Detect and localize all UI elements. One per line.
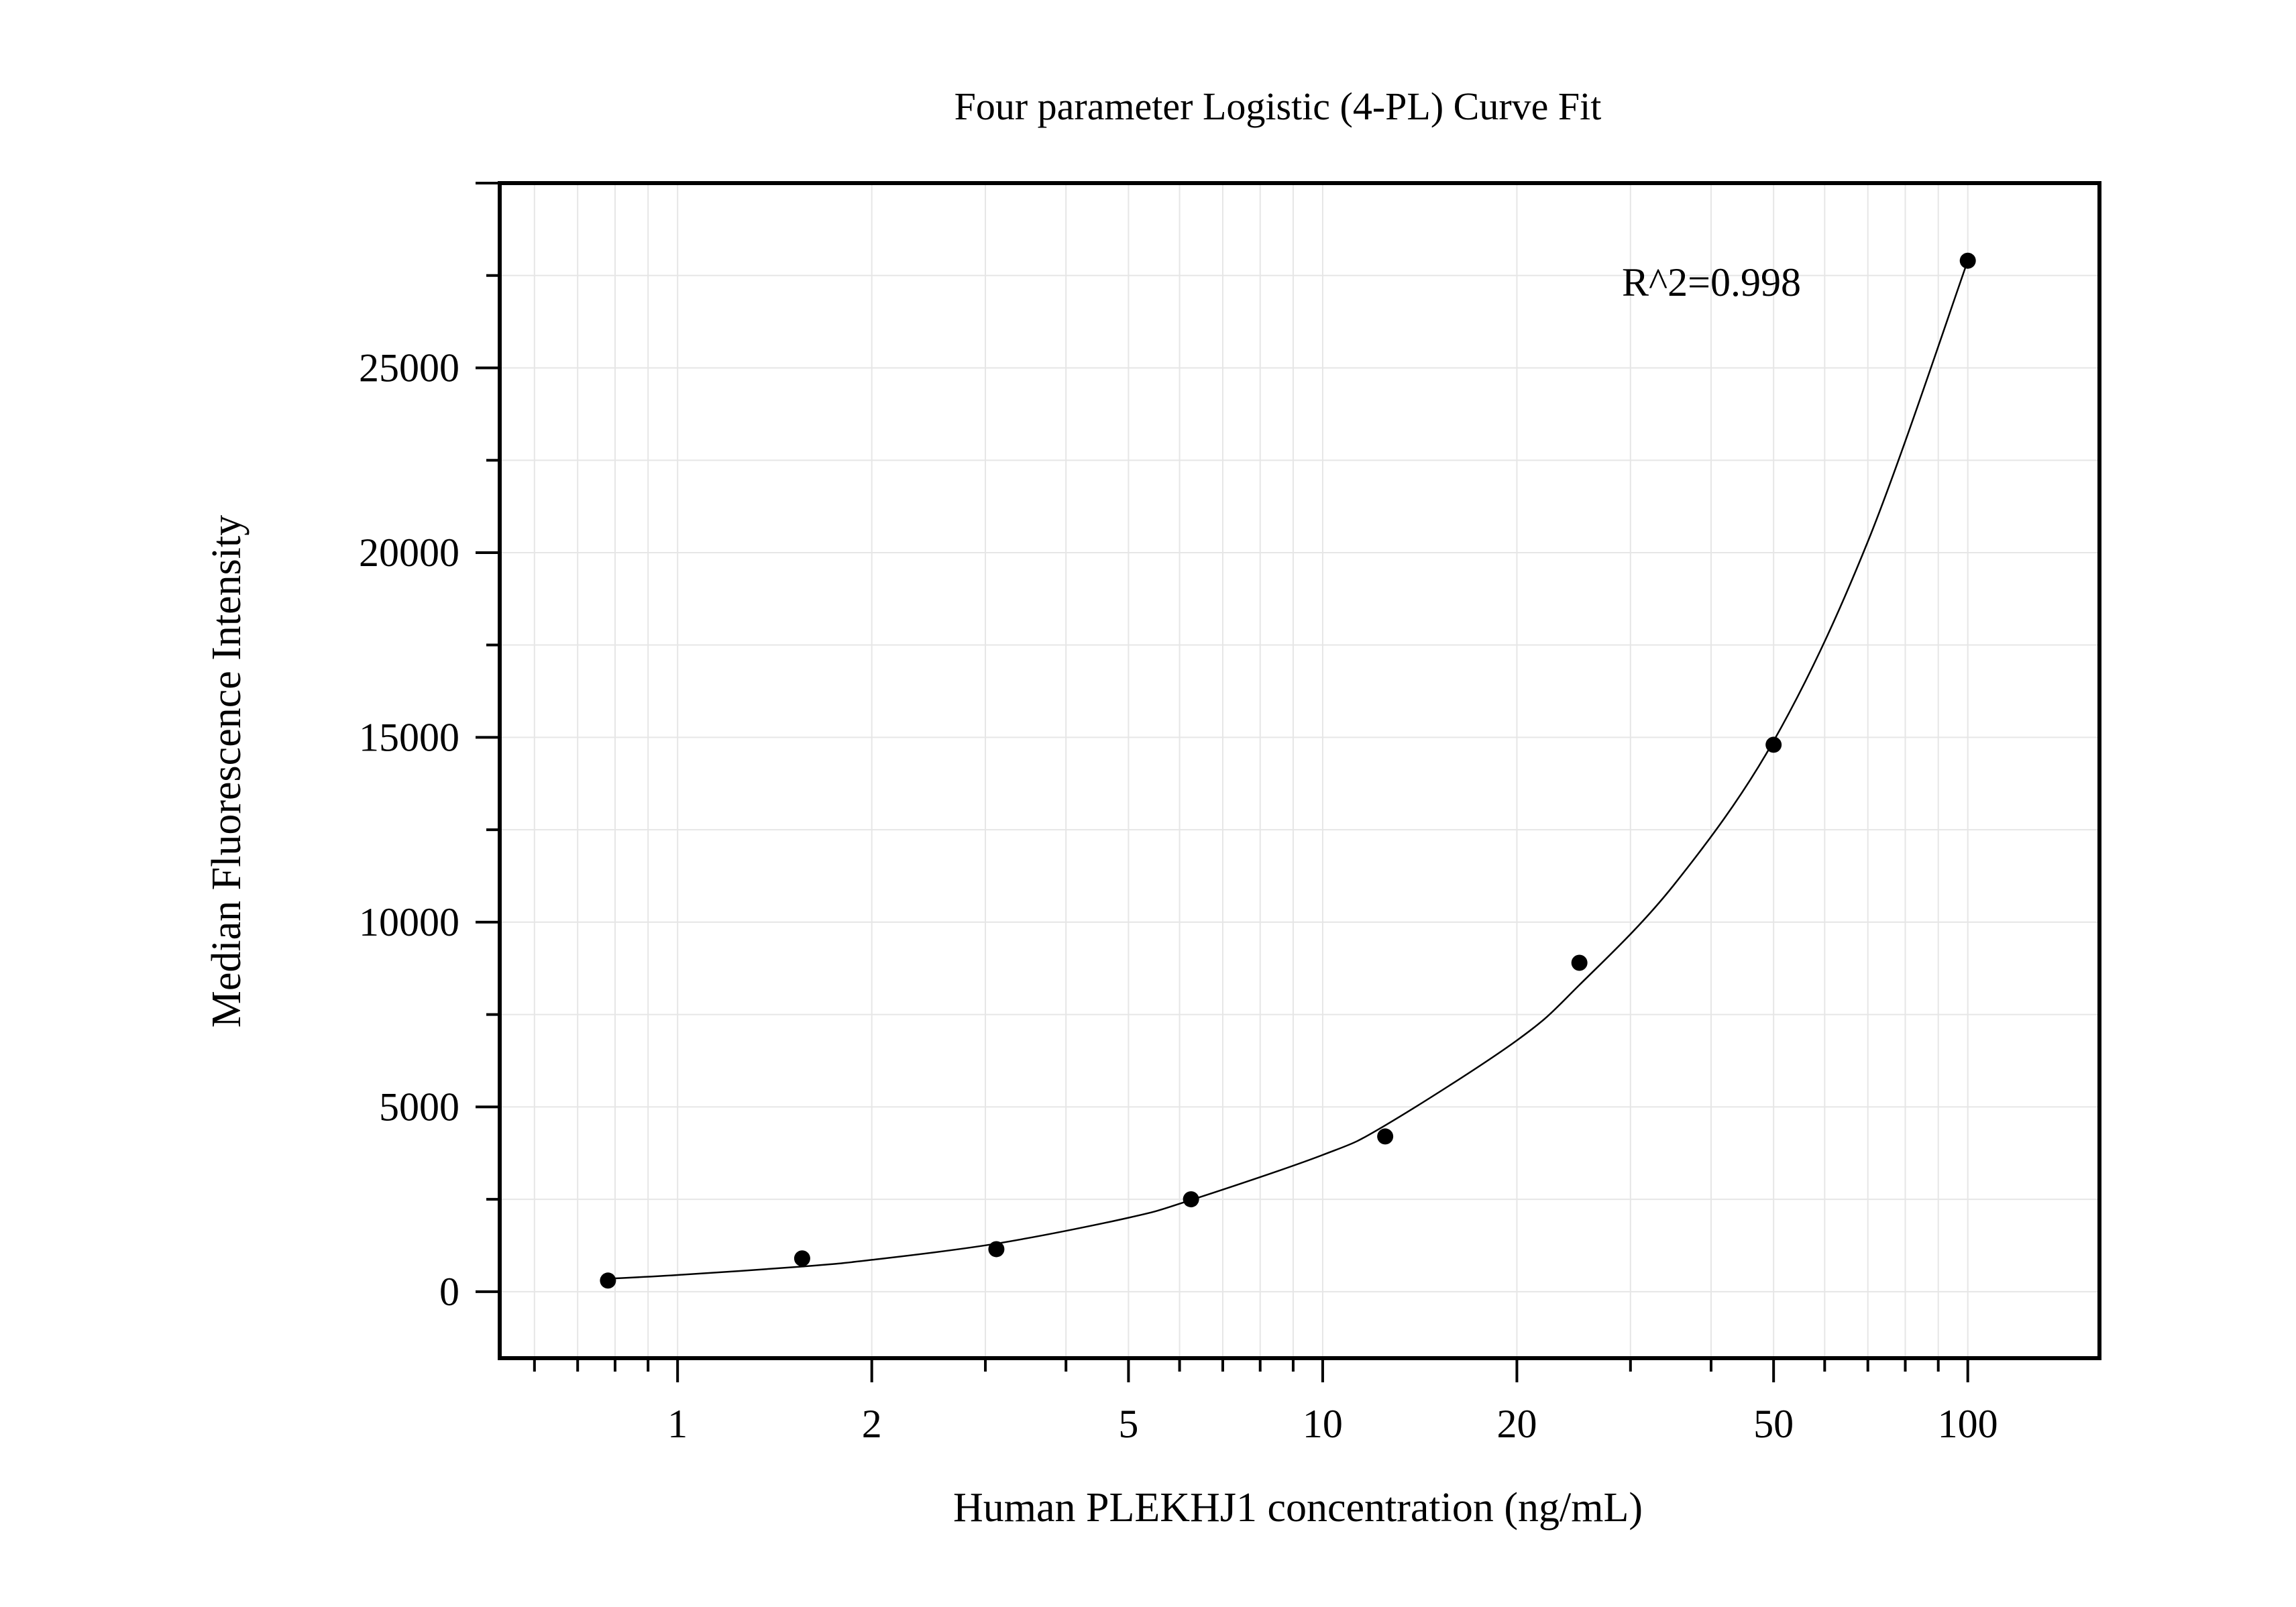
chart-title: Four parameter Logistic (4-PL) Curve Fit: [954, 85, 1602, 128]
y-tick-label: 20000: [359, 531, 459, 575]
data-point: [600, 1272, 616, 1289]
r-squared-annotation: R^2=0.998: [1622, 260, 1801, 304]
plot-frame: [498, 181, 2101, 1360]
fit-curve-line: [608, 260, 1969, 1280]
data-point: [1765, 736, 1782, 753]
labels-layer: Four parameter Logistic (4-PL) Curve Fit…: [204, 85, 1998, 1531]
x-tick-label: 100: [1938, 1402, 1998, 1446]
y-tick-label: 0: [439, 1270, 459, 1314]
curve-layer: [608, 260, 1969, 1280]
data-point: [1183, 1191, 1199, 1208]
axes-layer: [476, 181, 2101, 1382]
data-point: [1377, 1128, 1394, 1145]
y-tick-label: 10000: [359, 900, 459, 944]
data-point: [794, 1250, 810, 1267]
y-tick-label: 5000: [379, 1085, 459, 1129]
y-tick-label: 15000: [359, 715, 459, 759]
y-axis-label: Median Fluorescence Intensity: [204, 515, 250, 1028]
x-tick-label: 1: [667, 1402, 688, 1446]
x-tick-label: 50: [1753, 1402, 1794, 1446]
x-tick-label: 2: [862, 1402, 882, 1446]
points-layer: [600, 252, 1976, 1289]
data-point: [1571, 954, 1588, 971]
x-tick-label: 5: [1118, 1402, 1138, 1446]
x-axis-label: Human PLEKHJ1 concentration (ng/mL): [953, 1485, 1643, 1531]
grid-layer: [500, 182, 2099, 1358]
x-tick-label: 10: [1303, 1402, 1343, 1446]
y-tick-label: 25000: [359, 345, 459, 390]
x-tick-label: 20: [1496, 1402, 1537, 1446]
data-point: [1959, 252, 1976, 269]
data-point: [988, 1241, 1005, 1258]
